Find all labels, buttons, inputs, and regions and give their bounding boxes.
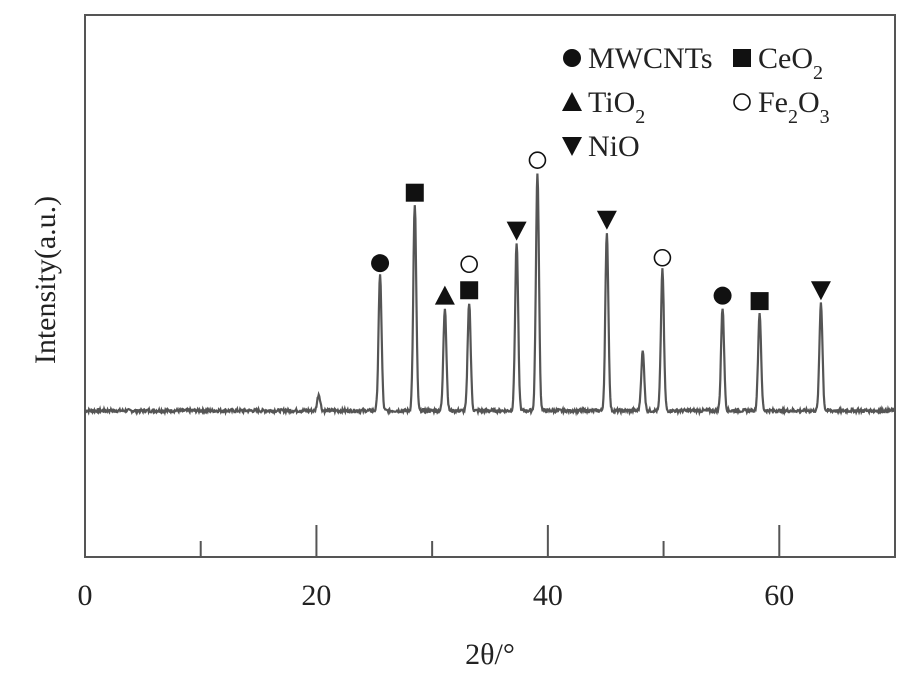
legend-label-fe2o3: Fe2O3 bbox=[758, 86, 830, 128]
x-tick-label: 0 bbox=[78, 579, 93, 612]
peak-marker-ceo2 bbox=[460, 281, 478, 299]
peak-marker-nio bbox=[507, 222, 527, 241]
legend-symbol-ceo2 bbox=[733, 49, 751, 67]
x-axis-tick-labels: 0 20 40 60 bbox=[78, 579, 795, 612]
legend-label-ceo2: CeO2 bbox=[758, 42, 823, 84]
peak-markers bbox=[371, 152, 831, 310]
x-axis-ticks bbox=[201, 525, 780, 557]
peak-marker-tio2 bbox=[435, 286, 455, 305]
x-tick-label: 20 bbox=[301, 579, 331, 612]
legend-symbol-tio2 bbox=[562, 92, 582, 111]
legend: MWCNTs CeO2 TiO2 Fe2O3 NiO bbox=[562, 42, 830, 163]
legend-label-tio2: TiO2 bbox=[588, 86, 645, 128]
x-tick-label: 60 bbox=[764, 579, 794, 612]
legend-symbol-fe2o3 bbox=[734, 94, 750, 110]
legend-symbol-nio bbox=[562, 137, 582, 156]
peak-marker-ceo2 bbox=[406, 184, 424, 202]
legend-symbol-mwcnts bbox=[563, 49, 581, 67]
xrd-pattern-line bbox=[85, 174, 895, 413]
peak-marker-ceo2 bbox=[751, 292, 769, 310]
peak-marker-fe2o3 bbox=[529, 152, 545, 168]
peak-marker-fe2o3 bbox=[654, 250, 670, 266]
legend-label-mwcnts: MWCNTs bbox=[588, 42, 713, 75]
y-axis-title: Intensity(a.u.) bbox=[29, 196, 62, 364]
peak-marker-mwcnts bbox=[714, 287, 732, 305]
legend-label-nio: NiO bbox=[588, 130, 640, 163]
x-tick-label: 40 bbox=[533, 579, 563, 612]
peak-marker-nio bbox=[597, 211, 617, 230]
peak-marker-nio bbox=[811, 281, 831, 300]
x-axis-title: 2θ/° bbox=[465, 638, 515, 671]
peak-marker-fe2o3 bbox=[461, 256, 477, 272]
peak-marker-mwcnts bbox=[371, 254, 389, 272]
